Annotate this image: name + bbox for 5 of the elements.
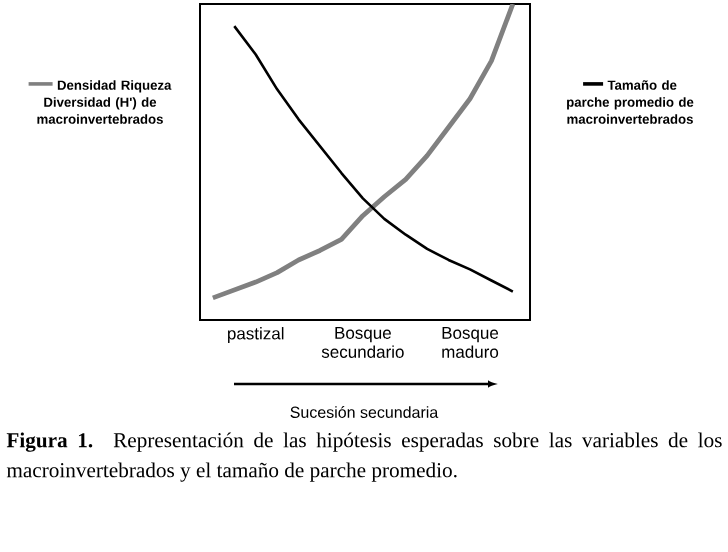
x-tick-label: Bosque secundario <box>321 327 404 358</box>
x-tick-label: Bosque maduro <box>442 327 499 358</box>
text: Figura 1. Representación de las hipótesis esperadas sobre las variables de los macroinvertebrados y el tamaño de parche promedio. <box>6 432 722 482</box>
x-tick-label: pastizal <box>227 327 284 343</box>
x-axis-title: Sucesión secundaria <box>290 406 439 418</box>
